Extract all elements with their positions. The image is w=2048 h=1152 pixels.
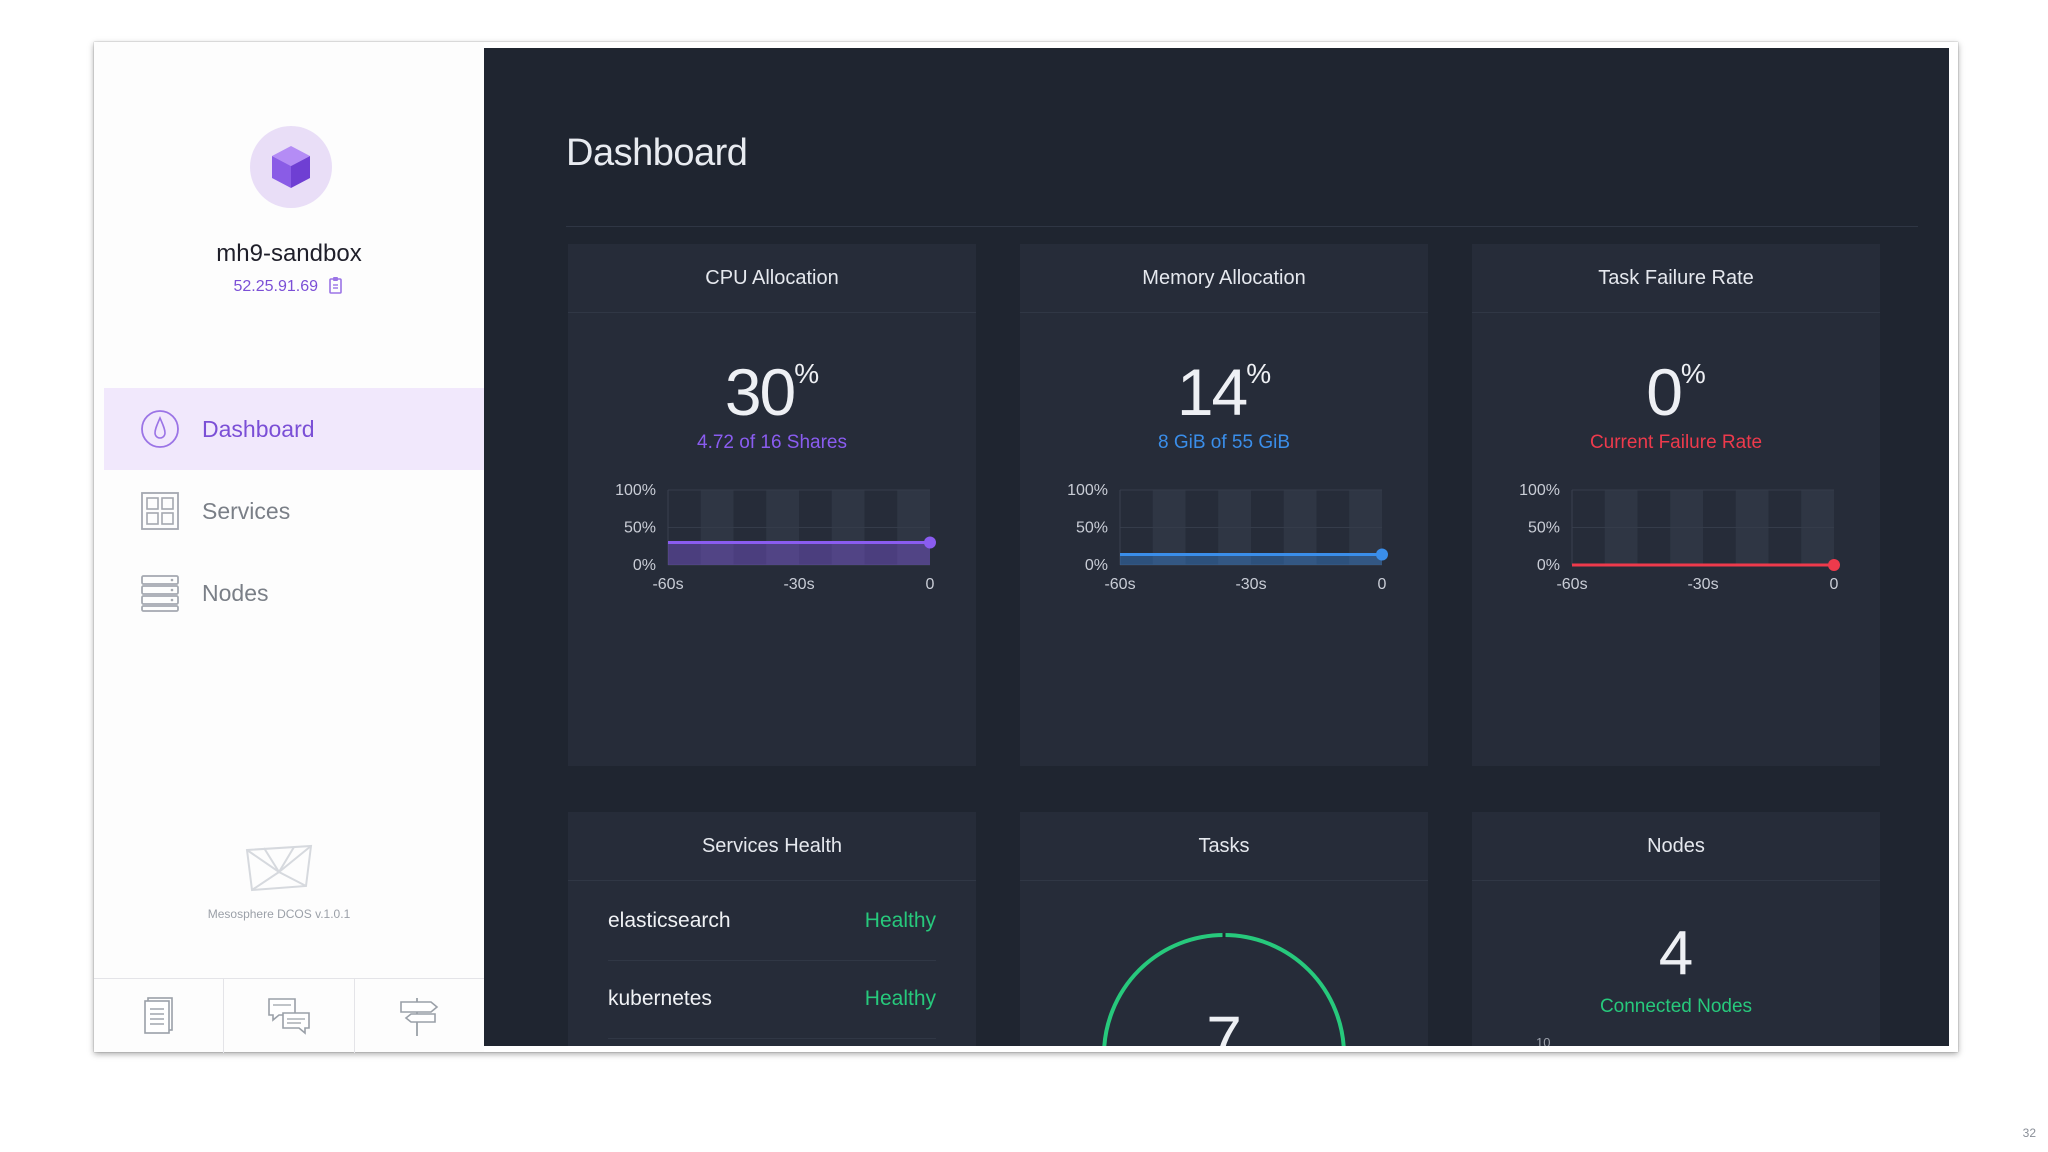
panel-title: Memory Allocation	[1020, 244, 1428, 313]
panel-title: Services Health	[568, 812, 976, 881]
sidebar-item-services[interactable]: Services	[104, 470, 484, 552]
x-tick-label: 0	[926, 576, 935, 593]
sidebar-footer	[94, 978, 484, 1053]
panel-title: CPU Allocation	[568, 244, 976, 313]
y-tick-label: 50%	[1528, 520, 1560, 537]
failure-percent-unit: %	[1680, 358, 1706, 389]
signpost-icon	[400, 998, 439, 1036]
failure-subtitle: Current Failure Rate	[1589, 432, 1763, 453]
nodes-subtitle: Connected Nodes	[1599, 996, 1753, 1017]
sidebar-item-label: Nodes	[202, 579, 269, 606]
services-health-panel[interactable]: Services Health elasticsearch Healthy ku…	[568, 812, 976, 1046]
documentation-icon	[143, 997, 173, 1034]
x-tick-label: -30s	[1235, 576, 1266, 593]
sidebar-nav: Dashboard Services	[104, 388, 484, 634]
memory-allocation-panel[interactable]: Memory Allocation 14% 8 GiB of 55 GiB 10…	[1020, 244, 1428, 766]
series-area	[668, 542, 930, 565]
memory-allocation-chart: 100% 50% 0% -60s -30s 0	[1067, 482, 1388, 593]
nodes-panel[interactable]: Nodes 4 Connected Nodes 10	[1472, 812, 1880, 1046]
y-tick-label: 0%	[633, 557, 656, 574]
memory-percent-value: 14	[1176, 355, 1248, 429]
chat-icon	[268, 998, 310, 1035]
sidebar-item-label: Dashboard	[202, 415, 315, 442]
sidebar: mh9-sandbox 52.25.91.69	[94, 42, 484, 1053]
tasks-panel[interactable]: Tasks 7	[1020, 812, 1428, 1046]
chat-button[interactable]	[224, 979, 355, 1053]
cpu-allocation-chart: 100% 50% 0% -60s -30s 0	[615, 482, 936, 593]
slide-number: 32	[2022, 1126, 2036, 1140]
series-endpoint	[924, 536, 936, 549]
x-tick-label: -60s	[1556, 576, 1587, 593]
y-tick-label: 100%	[615, 482, 656, 499]
panel-title: Nodes	[1472, 812, 1880, 881]
services-grid-icon	[140, 491, 180, 531]
sidebar-item-nodes[interactable]: Nodes	[104, 552, 484, 634]
signpost-button[interactable]	[355, 979, 484, 1053]
table-row[interactable]: elasticsearch Healthy	[608, 882, 936, 961]
documentation-button[interactable]	[94, 979, 225, 1053]
series-endpoint	[1828, 559, 1840, 571]
task-failure-chart: 100% 50% 0% -60s -30s 0	[1519, 482, 1840, 593]
cpu-percent-value: 30	[724, 355, 796, 429]
series-area	[1120, 554, 1382, 565]
panel-title: Task Failure Rate	[1472, 244, 1880, 313]
y-tick-label: 0%	[1537, 557, 1560, 574]
panel-title: Tasks	[1020, 812, 1428, 881]
cluster-name: mh9-sandbox	[216, 240, 362, 267]
y-tick-label: 100%	[1067, 482, 1108, 499]
tasks-count: 7	[1206, 1003, 1242, 1046]
table-row[interactable]: kubernetes Healthy	[608, 960, 936, 1039]
x-tick-label: -60s	[652, 576, 683, 593]
cpu-allocation-panel[interactable]: CPU Allocation 30% 4.72 of 16 Shares 100…	[568, 244, 976, 766]
service-status: Healthy	[864, 909, 936, 932]
task-failure-panel[interactable]: Task Failure Rate 0% Current Failure Rat…	[1472, 244, 1880, 766]
page-title: Dashboard	[566, 132, 748, 174]
y-tick-label: 50%	[1076, 520, 1108, 537]
nodes-count: 4	[1658, 919, 1694, 988]
x-tick-label: 0	[1830, 576, 1839, 593]
memory-percent-unit: %	[1246, 358, 1272, 389]
failure-percent-value: 0	[1646, 355, 1683, 429]
sidebar-item-label: Services	[202, 497, 291, 524]
cluster-ip-text: 52.25.91.69	[233, 278, 319, 295]
x-tick-label: 0	[1378, 576, 1387, 593]
sidebar-item-dashboard[interactable]: Dashboard	[104, 388, 484, 470]
x-tick-label: -30s	[1687, 576, 1718, 593]
x-tick-label: -30s	[783, 576, 814, 593]
service-name: kubernetes	[608, 987, 712, 1010]
y-tick-label: 100%	[1519, 482, 1560, 499]
cluster-ip: 52.25.91.69	[94, 276, 484, 299]
series-endpoint	[1376, 548, 1388, 561]
y-tick-label: 0%	[1085, 557, 1108, 574]
cpu-subtitle: 4.72 of 16 Shares	[697, 432, 847, 453]
cube-icon	[272, 146, 310, 188]
brand: Mesosphere DCOS v.1.0.1	[94, 842, 464, 921]
x-tick-label: -60s	[1104, 576, 1135, 593]
memory-subtitle: 8 GiB of 55 GiB	[1157, 432, 1290, 453]
failure-percent: 0%	[1472, 354, 1880, 430]
service-name: elasticsearch	[608, 909, 731, 932]
main-content: Dashboard CPU Allocation 30% 4.72 of 16 …	[484, 48, 1949, 1046]
mesosphere-logo-icon	[245, 844, 313, 892]
service-status: Healthy	[864, 987, 936, 1010]
copy-clipboard-icon[interactable]	[328, 276, 344, 299]
cpu-percent-unit: %	[794, 358, 820, 389]
cpu-percent: 30%	[568, 354, 976, 430]
dashboard-gauge-icon	[140, 409, 180, 449]
nodes-chart-tick: 10	[1536, 1035, 1551, 1046]
cluster-logo[interactable]	[250, 126, 332, 208]
title-divider	[566, 226, 1918, 227]
app-window: mh9-sandbox 52.25.91.69	[94, 42, 1958, 1053]
version-text: Mesosphere DCOS v.1.0.1	[207, 907, 351, 921]
memory-percent: 14%	[1020, 354, 1428, 430]
tasks-ring-chart	[1102, 933, 1346, 1046]
nodes-server-icon	[140, 573, 180, 613]
y-tick-label: 50%	[624, 520, 656, 537]
